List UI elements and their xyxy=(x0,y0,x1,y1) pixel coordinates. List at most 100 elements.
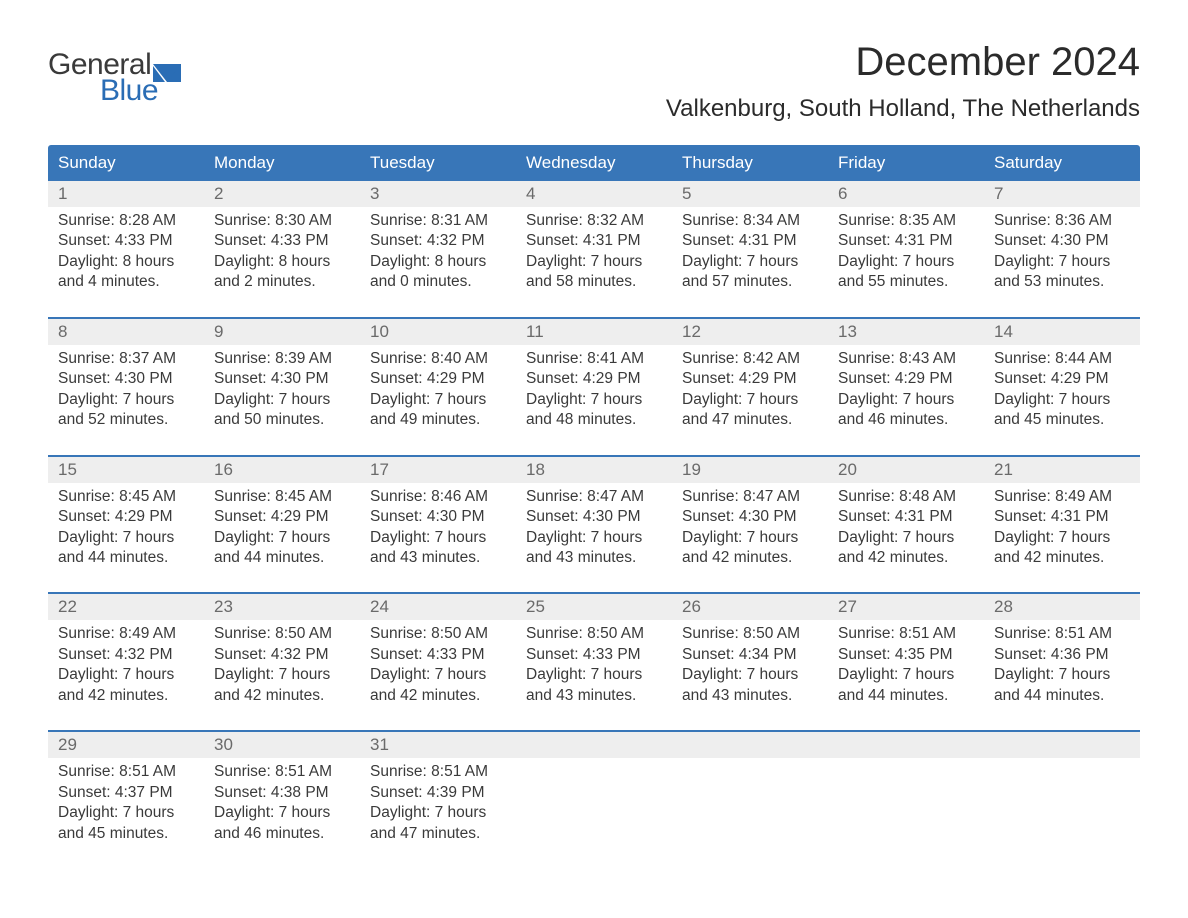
page-subtitle: Valkenburg, South Holland, The Netherlan… xyxy=(666,95,1140,123)
page-title: December 2024 xyxy=(666,40,1140,85)
week: 1234567Sunrise: 8:28 AMSunset: 4:33 PMDa… xyxy=(48,181,1140,299)
day-sunset: Sunset: 4:34 PM xyxy=(682,645,818,665)
day-cell: Sunrise: 8:41 AMSunset: 4:29 PMDaylight:… xyxy=(516,345,672,437)
day-number: 3 xyxy=(360,181,516,207)
day-cell: Sunrise: 8:34 AMSunset: 4:31 PMDaylight:… xyxy=(672,207,828,299)
day-d2: and 43 minutes. xyxy=(682,686,818,706)
day-number: 10 xyxy=(360,319,516,345)
day-d2: and 45 minutes. xyxy=(994,410,1130,430)
day-d1: Daylight: 7 hours xyxy=(526,252,662,272)
day-d2: and 0 minutes. xyxy=(370,272,506,292)
day-number: 31 xyxy=(360,732,516,758)
day-d1: Daylight: 7 hours xyxy=(58,390,194,410)
day-d1: Daylight: 7 hours xyxy=(838,252,974,272)
day-d1: Daylight: 7 hours xyxy=(214,390,350,410)
day-cell: Sunrise: 8:46 AMSunset: 4:30 PMDaylight:… xyxy=(360,483,516,575)
day-d2: and 43 minutes. xyxy=(370,548,506,568)
day-d2: and 47 minutes. xyxy=(370,824,506,844)
day-sunset: Sunset: 4:29 PM xyxy=(58,507,194,527)
day-d2: and 52 minutes. xyxy=(58,410,194,430)
day-d1: Daylight: 7 hours xyxy=(526,390,662,410)
weekday-header: Sunday xyxy=(48,145,204,181)
day-d1: Daylight: 7 hours xyxy=(58,528,194,548)
day-cell: Sunrise: 8:51 AMSunset: 4:38 PMDaylight:… xyxy=(204,758,360,850)
day-d2: and 50 minutes. xyxy=(214,410,350,430)
day-sunset: Sunset: 4:30 PM xyxy=(214,369,350,389)
day-number: 12 xyxy=(672,319,828,345)
weekday-header: Tuesday xyxy=(360,145,516,181)
day-sunset: Sunset: 4:30 PM xyxy=(58,369,194,389)
day-cell: Sunrise: 8:47 AMSunset: 4:30 PMDaylight:… xyxy=(672,483,828,575)
day-sunrise: Sunrise: 8:39 AM xyxy=(214,349,350,369)
day-number xyxy=(828,732,984,758)
day-number: 22 xyxy=(48,594,204,620)
day-d1: Daylight: 7 hours xyxy=(526,528,662,548)
day-d1: Daylight: 7 hours xyxy=(838,528,974,548)
day-cell: Sunrise: 8:50 AMSunset: 4:32 PMDaylight:… xyxy=(204,620,360,712)
day-sunset: Sunset: 4:29 PM xyxy=(838,369,974,389)
day-sunset: Sunset: 4:32 PM xyxy=(58,645,194,665)
day-d2: and 49 minutes. xyxy=(370,410,506,430)
day-sunrise: Sunrise: 8:45 AM xyxy=(58,487,194,507)
day-number-row: 15161718192021 xyxy=(48,457,1140,483)
day-d2: and 45 minutes. xyxy=(58,824,194,844)
day-d1: Daylight: 7 hours xyxy=(58,803,194,823)
day-number-row: 293031 xyxy=(48,732,1140,758)
day-d2: and 47 minutes. xyxy=(682,410,818,430)
day-sunrise: Sunrise: 8:42 AM xyxy=(682,349,818,369)
day-d1: Daylight: 7 hours xyxy=(214,665,350,685)
day-d2: and 42 minutes. xyxy=(214,686,350,706)
day-d2: and 42 minutes. xyxy=(682,548,818,568)
day-number: 1 xyxy=(48,181,204,207)
day-sunset: Sunset: 4:37 PM xyxy=(58,783,194,803)
day-d2: and 55 minutes. xyxy=(838,272,974,292)
day-sunrise: Sunrise: 8:49 AM xyxy=(58,624,194,644)
day-d2: and 43 minutes. xyxy=(526,548,662,568)
day-data-row: Sunrise: 8:45 AMSunset: 4:29 PMDaylight:… xyxy=(48,483,1140,575)
day-d2: and 44 minutes. xyxy=(994,686,1130,706)
day-sunrise: Sunrise: 8:32 AM xyxy=(526,211,662,231)
day-sunset: Sunset: 4:29 PM xyxy=(214,507,350,527)
logo-text-blue: Blue xyxy=(100,74,187,108)
day-number: 29 xyxy=(48,732,204,758)
day-cell: Sunrise: 8:47 AMSunset: 4:30 PMDaylight:… xyxy=(516,483,672,575)
day-number: 5 xyxy=(672,181,828,207)
weekday-header-row: SundayMondayTuesdayWednesdayThursdayFrid… xyxy=(48,145,1140,181)
day-sunset: Sunset: 4:30 PM xyxy=(682,507,818,527)
day-sunrise: Sunrise: 8:37 AM xyxy=(58,349,194,369)
day-sunrise: Sunrise: 8:51 AM xyxy=(994,624,1130,644)
day-d2: and 46 minutes. xyxy=(214,824,350,844)
day-data-row: Sunrise: 8:51 AMSunset: 4:37 PMDaylight:… xyxy=(48,758,1140,850)
day-sunrise: Sunrise: 8:50 AM xyxy=(214,624,350,644)
day-sunrise: Sunrise: 8:44 AM xyxy=(994,349,1130,369)
weekday-header: Friday xyxy=(828,145,984,181)
day-cell: Sunrise: 8:40 AMSunset: 4:29 PMDaylight:… xyxy=(360,345,516,437)
week: 22232425262728Sunrise: 8:49 AMSunset: 4:… xyxy=(48,592,1140,712)
day-d1: Daylight: 7 hours xyxy=(214,528,350,548)
day-cell: Sunrise: 8:51 AMSunset: 4:39 PMDaylight:… xyxy=(360,758,516,850)
day-cell: Sunrise: 8:43 AMSunset: 4:29 PMDaylight:… xyxy=(828,345,984,437)
day-cell: Sunrise: 8:51 AMSunset: 4:36 PMDaylight:… xyxy=(984,620,1140,712)
day-cell xyxy=(828,758,984,850)
day-sunrise: Sunrise: 8:36 AM xyxy=(994,211,1130,231)
day-sunrise: Sunrise: 8:51 AM xyxy=(58,762,194,782)
day-sunset: Sunset: 4:36 PM xyxy=(994,645,1130,665)
day-number: 25 xyxy=(516,594,672,620)
day-sunrise: Sunrise: 8:34 AM xyxy=(682,211,818,231)
day-cell: Sunrise: 8:51 AMSunset: 4:35 PMDaylight:… xyxy=(828,620,984,712)
week: 15161718192021Sunrise: 8:45 AMSunset: 4:… xyxy=(48,455,1140,575)
day-sunrise: Sunrise: 8:46 AM xyxy=(370,487,506,507)
day-d2: and 57 minutes. xyxy=(682,272,818,292)
day-sunset: Sunset: 4:32 PM xyxy=(214,645,350,665)
day-cell: Sunrise: 8:37 AMSunset: 4:30 PMDaylight:… xyxy=(48,345,204,437)
day-cell: Sunrise: 8:31 AMSunset: 4:32 PMDaylight:… xyxy=(360,207,516,299)
day-number xyxy=(984,732,1140,758)
day-sunset: Sunset: 4:39 PM xyxy=(370,783,506,803)
day-sunrise: Sunrise: 8:31 AM xyxy=(370,211,506,231)
day-d1: Daylight: 7 hours xyxy=(682,665,818,685)
day-number: 2 xyxy=(204,181,360,207)
day-d1: Daylight: 8 hours xyxy=(370,252,506,272)
day-sunset: Sunset: 4:33 PM xyxy=(370,645,506,665)
day-d1: Daylight: 7 hours xyxy=(994,252,1130,272)
day-d2: and 4 minutes. xyxy=(58,272,194,292)
